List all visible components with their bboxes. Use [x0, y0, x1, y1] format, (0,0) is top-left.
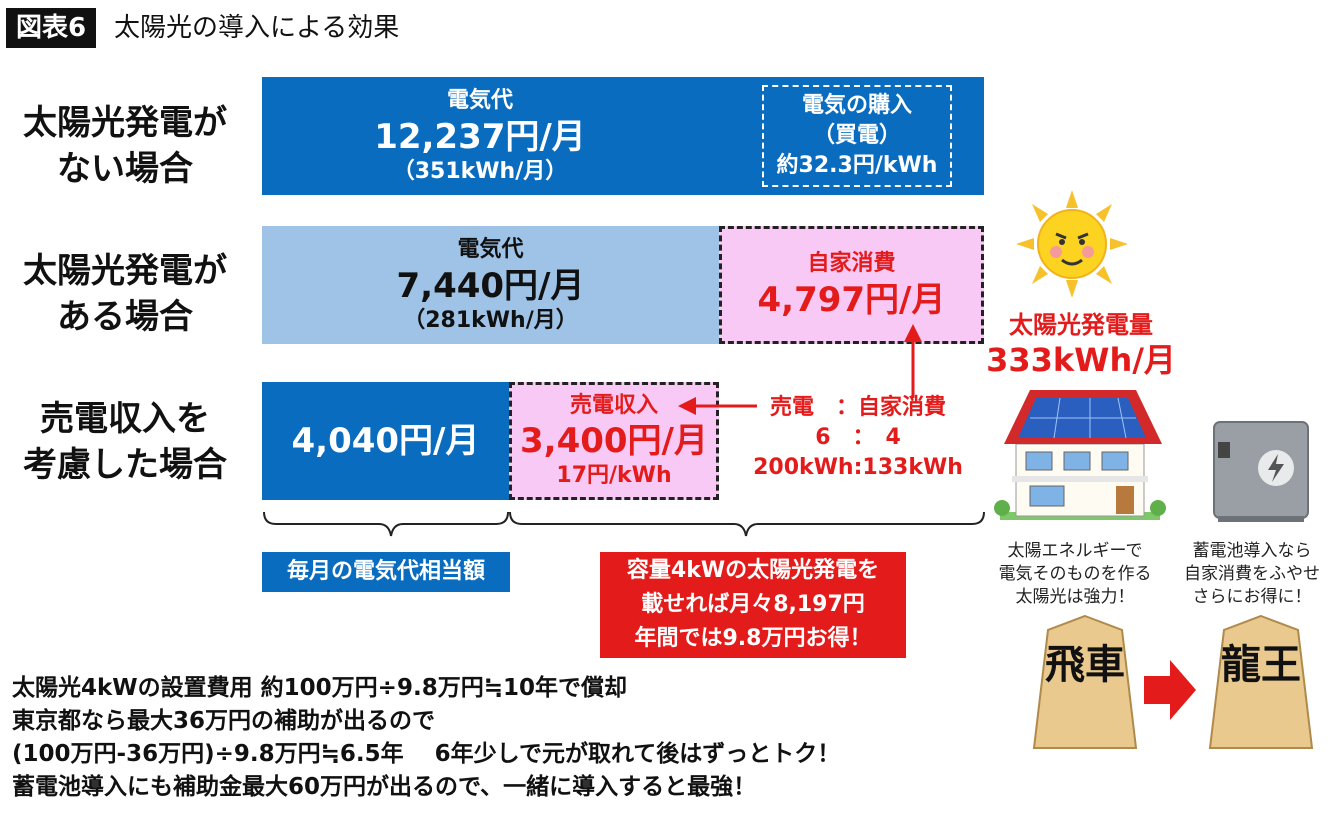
caption-line: 太陽光は強力！: [1015, 587, 1135, 607]
bill-amount: 7,440円/月: [396, 266, 585, 306]
bottom-notes: 太陽光4kWの設置費用 約100万円÷9.8万円≒10年で償却 東京都なら最大3…: [12, 672, 840, 804]
purchase-line: 電気の購入: [801, 93, 912, 118]
caption-line: 自家消費をふやせ: [1184, 564, 1320, 584]
savings-line: 年間では9.8万円お得！: [634, 626, 872, 651]
note-line: 東京都なら最大36万円の補助が出るので: [12, 708, 436, 734]
row-label-line: ある場合: [57, 297, 193, 337]
sale-rate: 17円/kWh: [556, 463, 672, 488]
bill-no-solar: 電気代 12,237円/月 （351kWh/月）: [330, 84, 630, 188]
purchase-box: 電気の購入 （買電） 約32.3円/kWh: [762, 85, 952, 187]
row-label-no-solar: 太陽光発電が ない場合: [0, 100, 250, 192]
row-label-line: 太陽光発電が: [23, 251, 227, 291]
battery-icon: [1213, 421, 1309, 522]
net-amount: 4,040円/月: [291, 421, 480, 461]
note-line: 蓄電池導入にも補助金最大60万円が出るので、一緒に導入すると最強！: [12, 774, 757, 800]
savings-line: 容量4kWの太陽光発電を: [626, 558, 880, 583]
caption-line: 太陽エネルギーで: [1007, 541, 1143, 561]
caption-line: 電気そのものを作る: [998, 564, 1152, 584]
shogi-left-text: 飛車: [1045, 641, 1125, 688]
shogi-piece-right: 龍王: [1206, 614, 1316, 750]
purchase-line: （買電）: [812, 123, 901, 148]
bar-net-cost: 4,040円/月: [262, 382, 509, 500]
house-caption: 太陽エネルギーで 電気そのものを作る 太陽光は強力！: [980, 540, 1170, 609]
bill-title: 電気代: [457, 237, 524, 262]
figure-tag: 図表6: [6, 8, 97, 48]
sale-income-box: 売電収入 3,400円/月 17円/kWh: [509, 382, 719, 500]
note-line: (100万円-36万円)÷9.8万円≒6.5年 6年少しで元が取れて後はずっとト…: [12, 741, 841, 767]
row-label-sale: 売電収入を 考慮した場合: [0, 396, 250, 488]
generation-title: 太陽光発電量: [1009, 311, 1153, 339]
shogi-piece-left: 飛車: [1030, 614, 1140, 750]
shogi-right-text: 龍王: [1221, 641, 1301, 688]
arrow-right-icon: [1144, 660, 1196, 720]
sale-title: 売電収入: [569, 393, 658, 418]
bar-no-solar: [262, 77, 984, 195]
bill-usage: （351kWh/月）: [392, 159, 568, 184]
row-label-line: 売電収入を: [40, 399, 210, 439]
arrow-left-icon: [678, 397, 757, 415]
monthly-badge: 毎月の電気代相当額: [262, 552, 510, 592]
row-label-line: 太陽光発電が: [23, 103, 227, 143]
ratio-line: 6 ： 4: [815, 425, 901, 450]
bill-title: 電気代: [446, 88, 513, 113]
sale-amount: 3,400円/月: [520, 421, 708, 461]
savings-badge: 容量4kWの太陽光発電を 載せれば月々8,197円 年間では9.8万円お得！: [600, 552, 906, 658]
generation-amount: 333kWh/月: [986, 341, 1176, 379]
bar-with-solar: 電気代 7,440円/月 （281kWh/月）: [262, 226, 719, 344]
note-line: 太陽光4kWの設置費用 約100万円÷9.8万円≒10年で償却: [12, 675, 627, 701]
self-consumption-box: 自家消費 4,797円/月: [719, 226, 984, 344]
bill-amount: 12,237円/月: [374, 117, 586, 157]
house-icon: [994, 390, 1166, 520]
bill-usage: （281kWh/月）: [403, 308, 578, 333]
caption-line: さらにお得に！: [1192, 587, 1312, 607]
arrow-up-icon: [904, 324, 922, 398]
self-amount: 4,797円/月: [757, 280, 946, 320]
brace-monthly: [263, 511, 509, 537]
purchase-line: 約32.3円/kWh: [776, 153, 938, 178]
figure-title: 太陽光の導入による効果: [114, 13, 400, 43]
ratio-line: 売電 ：自家消費: [769, 395, 946, 420]
battery-caption: 蓄電池導入なら 自家消費をふやせ さらにお得に！: [1172, 540, 1332, 609]
row-label-line: ない場合: [57, 149, 193, 189]
generation-info: 太陽光発電量 333kWh/月: [985, 308, 1177, 382]
caption-line: 蓄電池導入なら: [1192, 541, 1312, 561]
savings-line: 載せれば月々8,197円: [641, 592, 865, 617]
row-label-line: 考慮した場合: [23, 445, 227, 485]
brace-savings: [509, 511, 985, 537]
sun-icon: [1016, 190, 1128, 298]
ratio-line: 200kWh:133kWh: [753, 455, 963, 480]
sale-ratio: 売電 ：自家消費 6 ： 4 200kWh:133kWh: [748, 392, 968, 484]
row-label-with-solar: 太陽光発電が ある場合: [0, 248, 250, 340]
self-title: 自家消費: [807, 251, 896, 276]
